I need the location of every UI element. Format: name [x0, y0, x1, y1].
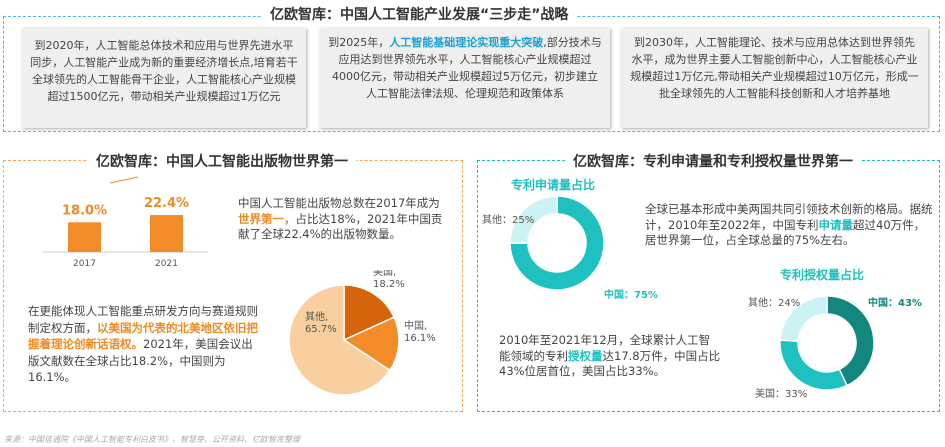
publication-title: 亿欧智库：中国人工智能出版物世界第一: [88, 151, 356, 171]
bar-chart: 18.0% 2017 22.4% 2021: [43, 176, 208, 269]
card-2030: 到2030年，人工智能理论、技术与应用总体达到世界领先水平，成为世界主要人工智能…: [621, 28, 928, 128]
source-note: 来源：中国信通院《中国人工智能专利白皮书》、智慧芽、公开资料、亿欧智库整理: [4, 435, 300, 444]
slice-label: 中国：43%: [868, 296, 922, 309]
slice-label: 其他：24%: [748, 296, 800, 309]
patent-title: 亿欧智库：专利申请量和专利授权量世界第一: [565, 151, 861, 171]
pie-chart: 美国,18.2% 中国,16.1% 其他,65.7%: [288, 270, 436, 396]
trend-arrow: [109, 176, 139, 184]
slice-label: 其他：25%: [482, 213, 534, 226]
slice-中国: [826, 295, 875, 387]
publication-text-2: 在更能体现人工智能重点研发方向与赛道规则制定权方面，以美国为代表的北美地区依旧把…: [28, 304, 258, 384]
donut-application: 中国：75% 其他：25%: [482, 195, 658, 301]
patent-text-2: 2010年至2021年12月，全球累计人工智能领域的专利授权量达17.8万件，中…: [499, 333, 721, 378]
slice-label: 其他,: [305, 310, 328, 323]
slice-其他: [779, 295, 828, 342]
slice-label: 美国：33%: [755, 387, 807, 400]
slice-其他: [509, 195, 558, 244]
donut-grant: 中国：43% 美国：33% 其他：24%: [748, 295, 922, 400]
patent-text-1: 全球已基本形成中美两国共同引领技术创新的格局。据统计，2010年至2022年，中…: [645, 202, 933, 247]
slice-美国: [343, 284, 396, 342]
bar-2021: [150, 215, 183, 252]
slice-pct: 65.7%: [305, 324, 337, 335]
slice-pct: 18.2%: [373, 279, 405, 290]
slice-其他: [288, 284, 391, 396]
slice-中国: [509, 195, 605, 291]
donut2-title: 专利授权量占比: [780, 268, 865, 282]
slice-pct: 16.1%: [404, 333, 436, 344]
bar-label: 22.4%: [144, 196, 189, 211]
strategy-title: 亿欧智库：中国人工智能产业发展“三步走”战略: [262, 4, 577, 24]
bar-label: 18.0%: [62, 203, 107, 218]
card-2025: 到2025年，人工智能基础理论实现重大突破,部分技术与应用达到世界领先水平，人工…: [320, 28, 610, 128]
publication-text-1: 中国人工智能出版物总数在2017年成为世界第一，占比达18%，2021年中国贡献…: [238, 196, 443, 241]
bar-2017: [68, 222, 101, 252]
slice-label: 美国,: [373, 270, 396, 278]
bar-category: 2017: [73, 259, 96, 269]
slice-美国: [779, 339, 849, 391]
bar-category: 2021: [155, 259, 178, 269]
slice-label: 中国：75%: [604, 288, 658, 301]
slice-中国: [342, 316, 400, 372]
donut1-title: 专利申请量占比: [511, 178, 596, 192]
card-2020: 到2020年，人工智能总体技术和应用与世界先进水平同步，人工智能产业成为新的重要…: [22, 28, 306, 128]
slice-label: 中国,: [404, 319, 427, 332]
